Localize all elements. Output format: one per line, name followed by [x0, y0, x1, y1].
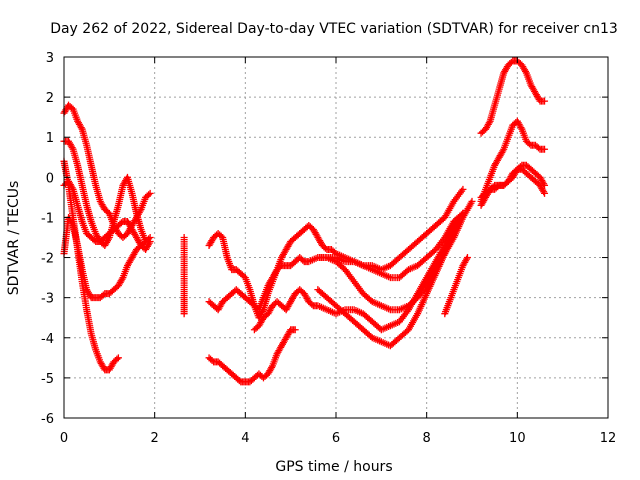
data-point [485, 187, 493, 195]
y-tick-label: 1 [46, 131, 54, 146]
y-tick-label: -6 [41, 412, 54, 427]
data-point [308, 300, 316, 308]
data-points [60, 57, 549, 386]
y-tick-label: 2 [46, 91, 54, 106]
y-tick-label: -5 [41, 372, 54, 387]
data-point [180, 310, 188, 318]
data-point [145, 239, 153, 247]
x-tick-label: 6 [332, 431, 340, 446]
x-tick-labels: 0 2 4 6 8 10 12 [60, 431, 616, 446]
data-point [90, 236, 98, 244]
y-tick-labels: -6 -5 -4 -3 -2 -1 0 1 2 3 [41, 51, 54, 427]
data-point [541, 97, 549, 105]
data-point [321, 244, 329, 252]
data-point [494, 183, 502, 191]
data-point [117, 219, 125, 227]
data-point [68, 144, 76, 152]
x-tick-label: 2 [151, 431, 159, 446]
data-point [113, 355, 121, 363]
data-point [507, 58, 515, 66]
data-point [146, 189, 154, 197]
data-point [463, 254, 471, 262]
x-tick-label: 8 [423, 431, 431, 446]
x-axis-title: GPS time / hours [275, 459, 392, 475]
data-point [540, 188, 548, 196]
data-point [516, 163, 524, 171]
data-point [114, 354, 122, 362]
data-point [541, 145, 549, 153]
y-axis-title: SDTVAR / TECUs [6, 181, 22, 296]
data-point [77, 124, 85, 132]
data-point [68, 184, 76, 192]
data-point [541, 181, 549, 189]
data-point [68, 220, 76, 228]
data-point [235, 377, 243, 385]
data-point [463, 255, 471, 263]
chart-title: Day 262 of 2022, Sidereal Day-to-day VTE… [50, 21, 618, 37]
data-point [525, 140, 533, 148]
y-tick-label: -3 [41, 292, 54, 307]
y-tick-label: -4 [41, 332, 54, 347]
data-point [118, 275, 126, 283]
data-point [276, 263, 284, 271]
data-point [517, 124, 525, 132]
data-point [534, 144, 542, 152]
data-point [499, 147, 507, 155]
data-point [208, 357, 216, 365]
data-point [259, 307, 267, 315]
x-tick-label: 0 [60, 431, 68, 446]
data-point [145, 191, 153, 199]
data-point [299, 256, 307, 264]
data-point [268, 363, 276, 371]
data-point [468, 197, 476, 205]
data-point [540, 180, 548, 188]
x-tick-label: 4 [241, 431, 249, 446]
data-point [541, 189, 549, 197]
y-tick-label: 0 [46, 171, 54, 186]
x-tick-label: 12 [600, 431, 617, 446]
data-point [459, 185, 467, 193]
data-point [99, 291, 107, 299]
y-tick-label: -2 [41, 252, 54, 267]
grid-lines [64, 57, 608, 418]
y-tick-label: -1 [41, 211, 54, 226]
data-point [291, 326, 299, 334]
data-point [521, 67, 529, 75]
y-tick-label: 3 [46, 51, 54, 66]
data-point [146, 238, 154, 246]
axis-ticks [63, 56, 609, 419]
x-tick-label: 10 [509, 431, 526, 446]
data-point [485, 119, 493, 127]
